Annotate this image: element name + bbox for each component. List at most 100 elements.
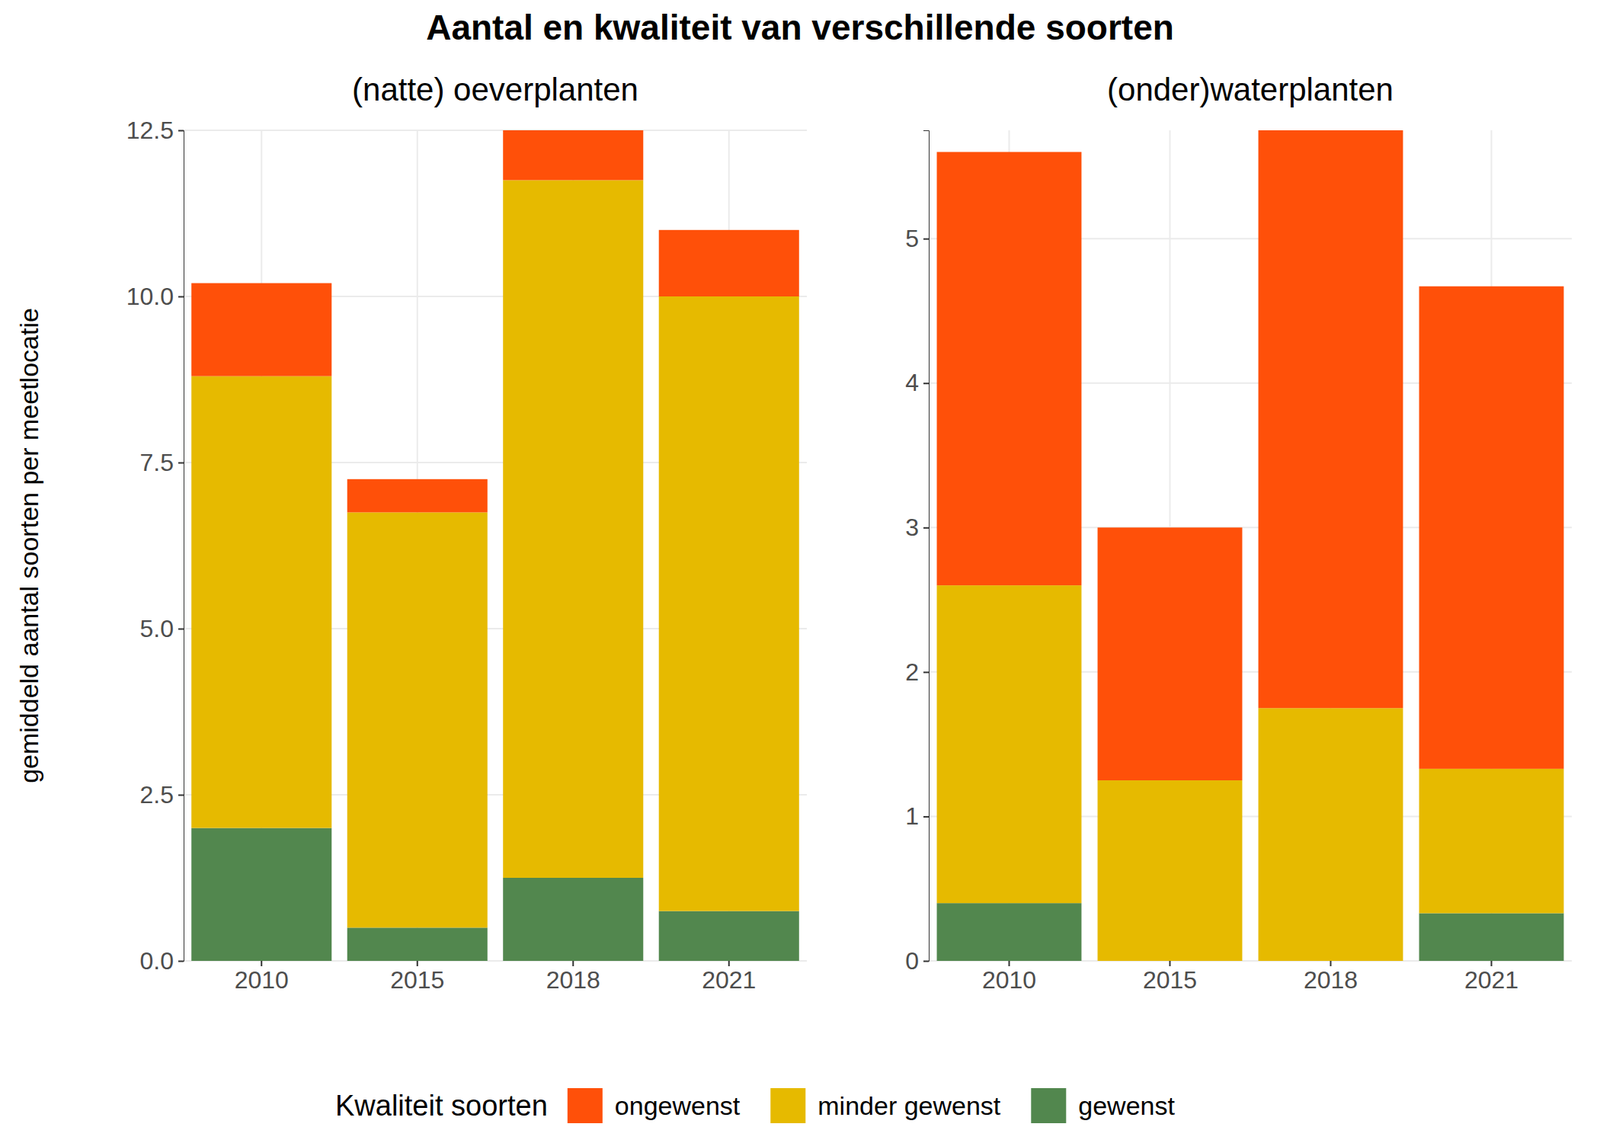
bar-segment xyxy=(937,902,1082,961)
x-axis: 2010 2015 2018 2021 xyxy=(184,960,808,994)
bars xyxy=(937,130,1565,961)
y-tick-label: 2 xyxy=(905,658,919,686)
y-axis: 0.0 2.5 5.0 7.5 10.0 12.5 xyxy=(126,116,185,975)
panel-title: (onder)waterplanten xyxy=(1107,71,1394,108)
y-tick-label: 4 xyxy=(905,368,919,397)
bar-segment xyxy=(1419,768,1565,914)
y-tick-mark xyxy=(178,628,184,631)
y-tick: 4 xyxy=(905,368,929,397)
y-tick-mark xyxy=(923,527,929,529)
x-tick: 2010 xyxy=(982,960,1037,994)
y-tick-mark xyxy=(923,816,929,818)
legend-title: Kwaliteit soorten xyxy=(335,1089,548,1122)
x-axis: 2010 2015 2018 2021 xyxy=(929,960,1573,994)
bar-segment xyxy=(347,512,488,928)
bar-segment xyxy=(1097,527,1243,781)
y-tick-label: 0 xyxy=(905,947,919,975)
bar-segment xyxy=(937,585,1082,903)
y-tick: 12.5 xyxy=(126,116,184,144)
bars xyxy=(191,130,800,961)
x-tick-label: 2010 xyxy=(982,966,1037,994)
y-tick-mark xyxy=(178,130,184,132)
panel: (natte) oeverplanten 0.0 2.5 5.0 7.5 10.0 12.5… xyxy=(126,71,808,994)
title: Aantal en kwaliteit van verschillende so… xyxy=(425,7,1175,48)
bar-segment xyxy=(659,230,800,297)
y-tick-mark xyxy=(923,671,929,673)
x-tick-label: 2010 xyxy=(234,966,289,994)
y-tick: 2 xyxy=(905,658,929,686)
bar-segment xyxy=(502,130,644,180)
legend: Kwaliteit soorten ongewenst minder gewenst… xyxy=(335,1088,1175,1124)
x-tick-label: 2015 xyxy=(390,966,445,994)
y-axis-line xyxy=(923,131,930,962)
bar-segment xyxy=(1097,780,1243,961)
x-tick-label: 2018 xyxy=(546,966,601,994)
y-axis: 0 1 2 3 4 5 xyxy=(905,131,929,975)
y-tick: 2.5 xyxy=(140,780,184,809)
y-tick-mark xyxy=(178,296,184,298)
panel-title: (natte) oeverplanten xyxy=(352,71,639,108)
y-tick-label: 2.5 xyxy=(140,780,174,809)
y-tick-label: 12.5 xyxy=(126,116,174,144)
y-axis-title: gemiddeld aantal soorten per meetlocatie xyxy=(14,307,44,784)
y-tick-label: 5.0 xyxy=(140,614,174,643)
y-tick-mark xyxy=(178,462,184,464)
bar-segment xyxy=(191,376,332,829)
bar-segment xyxy=(502,179,644,878)
legend-swatch xyxy=(1030,1088,1066,1124)
bar-segment xyxy=(1419,286,1565,769)
bar-segment xyxy=(191,828,332,961)
x-tick: 2015 xyxy=(1142,960,1197,994)
bar-segment xyxy=(937,151,1082,586)
grid xyxy=(183,130,807,961)
y-tick: 0.0 xyxy=(140,947,184,975)
panel: (onder)waterplanten 0 1 2 3 4 5 2010 2015 2018 202… xyxy=(905,71,1572,994)
legend-label: ongewenst xyxy=(614,1091,741,1120)
legend-label: gewenst xyxy=(1078,1091,1175,1120)
y-tick: 5.0 xyxy=(140,614,184,643)
legend-swatch xyxy=(567,1088,603,1124)
bar-segment xyxy=(347,927,488,961)
grid xyxy=(928,130,1572,961)
y-tick-label: 0.0 xyxy=(140,947,174,975)
y-tick: 7.5 xyxy=(140,448,184,477)
y-tick-label: 5 xyxy=(905,224,919,253)
bar-segment xyxy=(1258,707,1404,961)
y-tick: 1 xyxy=(905,802,929,830)
x-tick-label: 2018 xyxy=(1303,966,1358,994)
x-tick-label: 2021 xyxy=(1464,966,1519,994)
y-tick: 5 xyxy=(905,224,929,253)
bar-segment xyxy=(1258,130,1404,708)
y-tick: 3 xyxy=(905,513,929,541)
y-tick-label: 7.5 xyxy=(140,448,174,477)
legend-label: minder gewenst xyxy=(817,1091,1002,1120)
y-tick-mark xyxy=(923,238,929,240)
bar-segment xyxy=(502,877,644,961)
y-tick-label: 1 xyxy=(905,802,919,830)
bar-segment xyxy=(659,911,800,961)
x-tick: 2021 xyxy=(1464,960,1519,994)
x-tick: 2021 xyxy=(701,960,756,994)
y-tick-mark xyxy=(923,382,929,384)
x-tick: 2010 xyxy=(234,960,289,994)
legend-swatch xyxy=(770,1088,806,1124)
bar-segment xyxy=(191,283,332,377)
chart: Aantal en kwaliteit van verschillende so… xyxy=(0,0,1600,1143)
y-tick-mark xyxy=(178,960,184,963)
x-tick-label: 2021 xyxy=(701,966,756,994)
x-tick-label: 2015 xyxy=(1142,966,1197,994)
bar-segment xyxy=(1419,912,1565,961)
x-tick: 2018 xyxy=(1303,960,1358,994)
y-tick: 10.0 xyxy=(126,282,184,311)
y-tick: 0 xyxy=(905,947,929,975)
y-tick-mark xyxy=(178,794,184,797)
y-tick-label: 3 xyxy=(905,513,919,541)
y-tick-label: 10.0 xyxy=(126,282,174,311)
bar-segment xyxy=(347,479,488,513)
x-tick: 2015 xyxy=(390,960,445,994)
grid-line xyxy=(183,129,807,132)
y-axis-line xyxy=(178,131,185,962)
y-tick-mark xyxy=(923,960,929,963)
bar-segment xyxy=(659,296,800,912)
x-tick: 2018 xyxy=(546,960,601,994)
